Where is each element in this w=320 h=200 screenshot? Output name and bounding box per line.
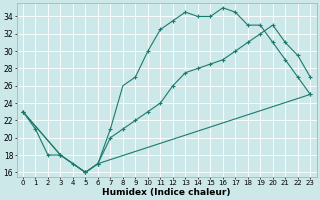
X-axis label: Humidex (Indice chaleur): Humidex (Indice chaleur) bbox=[102, 188, 231, 197]
